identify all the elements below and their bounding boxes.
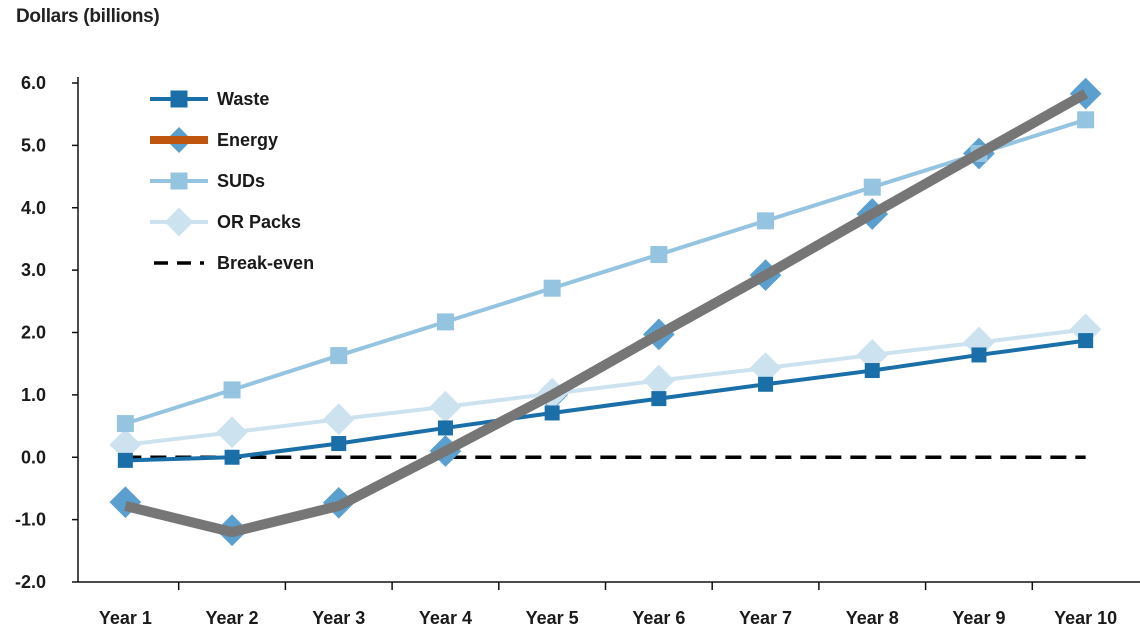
x-tick-label: Year 6 <box>632 608 685 628</box>
legend-item: Waste <box>150 89 269 109</box>
x-tick-label: Year 7 <box>739 608 792 628</box>
data-point-suds <box>116 415 134 433</box>
data-point-waste <box>1078 333 1094 349</box>
x-tick-label: Year 9 <box>952 608 1005 628</box>
data-point-suds <box>330 347 348 365</box>
legend-label: Energy <box>217 130 278 150</box>
data-point-or-packs <box>216 416 248 449</box>
data-point-or-packs <box>429 390 462 423</box>
x-tick-label: Year 1 <box>99 608 152 628</box>
data-point-or-packs <box>856 339 889 371</box>
data-point-waste <box>864 363 880 379</box>
data-point-suds <box>223 381 241 399</box>
legend: Waste Energy SUDs OR Packs Break-even <box>150 89 314 273</box>
data-point-energy <box>109 486 142 518</box>
data-point-waste <box>117 452 133 468</box>
x-tick-label: Year 5 <box>526 608 579 628</box>
data-point-suds <box>650 246 668 264</box>
y-tick-label: 2.0 <box>21 323 46 343</box>
data-point-waste <box>651 391 667 407</box>
legend-swatch-marker <box>170 172 188 190</box>
x-tick-label: Year 2 <box>206 608 259 628</box>
data-point-suds <box>863 178 881 196</box>
legend-item: Energy <box>150 127 278 153</box>
series-line-suds <box>124 117 1087 426</box>
data-point-suds <box>436 313 454 331</box>
data-point-or-packs <box>109 428 142 461</box>
data-point-suds <box>1077 111 1095 129</box>
legend-item: Break-even <box>154 253 314 273</box>
data-point-or-packs <box>322 403 355 436</box>
legend-label: SUDs <box>217 171 265 191</box>
legend-label: Waste <box>217 89 269 109</box>
data-point-suds <box>543 279 561 297</box>
y-tick-label: -2.0 <box>15 572 46 592</box>
data-point-waste <box>544 405 560 421</box>
series-line-waste <box>125 338 1086 463</box>
series-line-energy-overlay <box>124 89 1089 538</box>
y-tick-label: 4.0 <box>21 198 46 218</box>
x-tick-label: Year 10 <box>1054 608 1117 628</box>
y-tick-label: -1.0 <box>15 510 46 530</box>
series-line-or-packs <box>125 327 1086 447</box>
legend-swatch-marker <box>170 90 188 108</box>
y-tick-label: 1.0 <box>21 385 46 405</box>
data-point-waste <box>437 420 453 436</box>
data-point-or-packs <box>749 352 782 384</box>
legend-item: SUDs <box>150 171 265 191</box>
legend-item: OR Packs <box>150 207 301 237</box>
data-point-or-packs <box>1069 313 1102 346</box>
data-point-waste <box>758 376 774 392</box>
tick-labels: -2.0 -1.0 0.0 1.0 2.0 3.0 4.0 5.0 6.0 Year 1 Year … <box>15 73 1117 628</box>
y-tick-label: 0.0 <box>21 447 46 467</box>
data-point-energy <box>1069 77 1102 110</box>
legend-label: Break-even <box>217 253 314 273</box>
data-point-waste <box>971 347 987 363</box>
y-tick-label: 6.0 <box>21 73 46 93</box>
x-tick-label: Year 4 <box>419 608 472 628</box>
x-tick-label: Year 8 <box>846 608 899 628</box>
y-tick-label: 5.0 <box>21 135 46 155</box>
data-point-or-packs <box>643 364 675 397</box>
y-tick-label: 3.0 <box>21 260 46 280</box>
data-point-waste <box>331 436 347 452</box>
axes <box>72 77 1140 590</box>
data-point-waste <box>224 449 240 465</box>
data-point-or-packs <box>963 326 995 359</box>
legend-label: OR Packs <box>217 212 301 232</box>
x-tick-label: Year 3 <box>312 608 365 628</box>
data-point-suds <box>757 212 775 230</box>
legend-swatch-marker <box>164 207 194 237</box>
y-axis-label: Dollars (billions) <box>16 6 160 27</box>
series-layer <box>109 77 1102 547</box>
